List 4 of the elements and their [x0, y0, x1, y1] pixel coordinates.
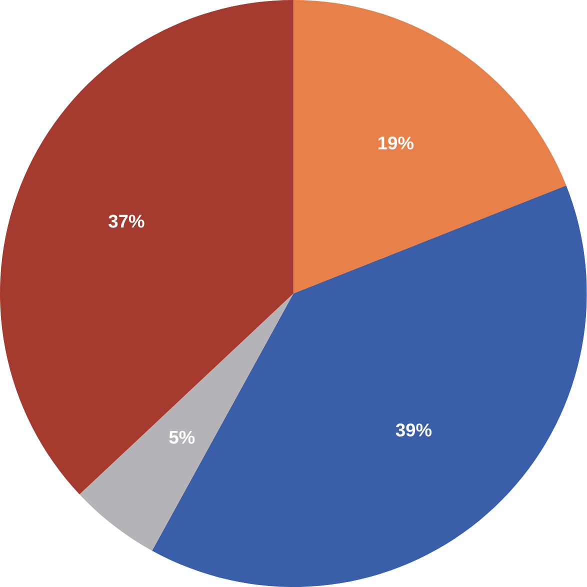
data-label: 37%: [108, 214, 144, 228]
data-label: 5%: [169, 430, 195, 444]
data-label: 19%: [378, 136, 414, 150]
data-label: 39%: [396, 424, 432, 436]
